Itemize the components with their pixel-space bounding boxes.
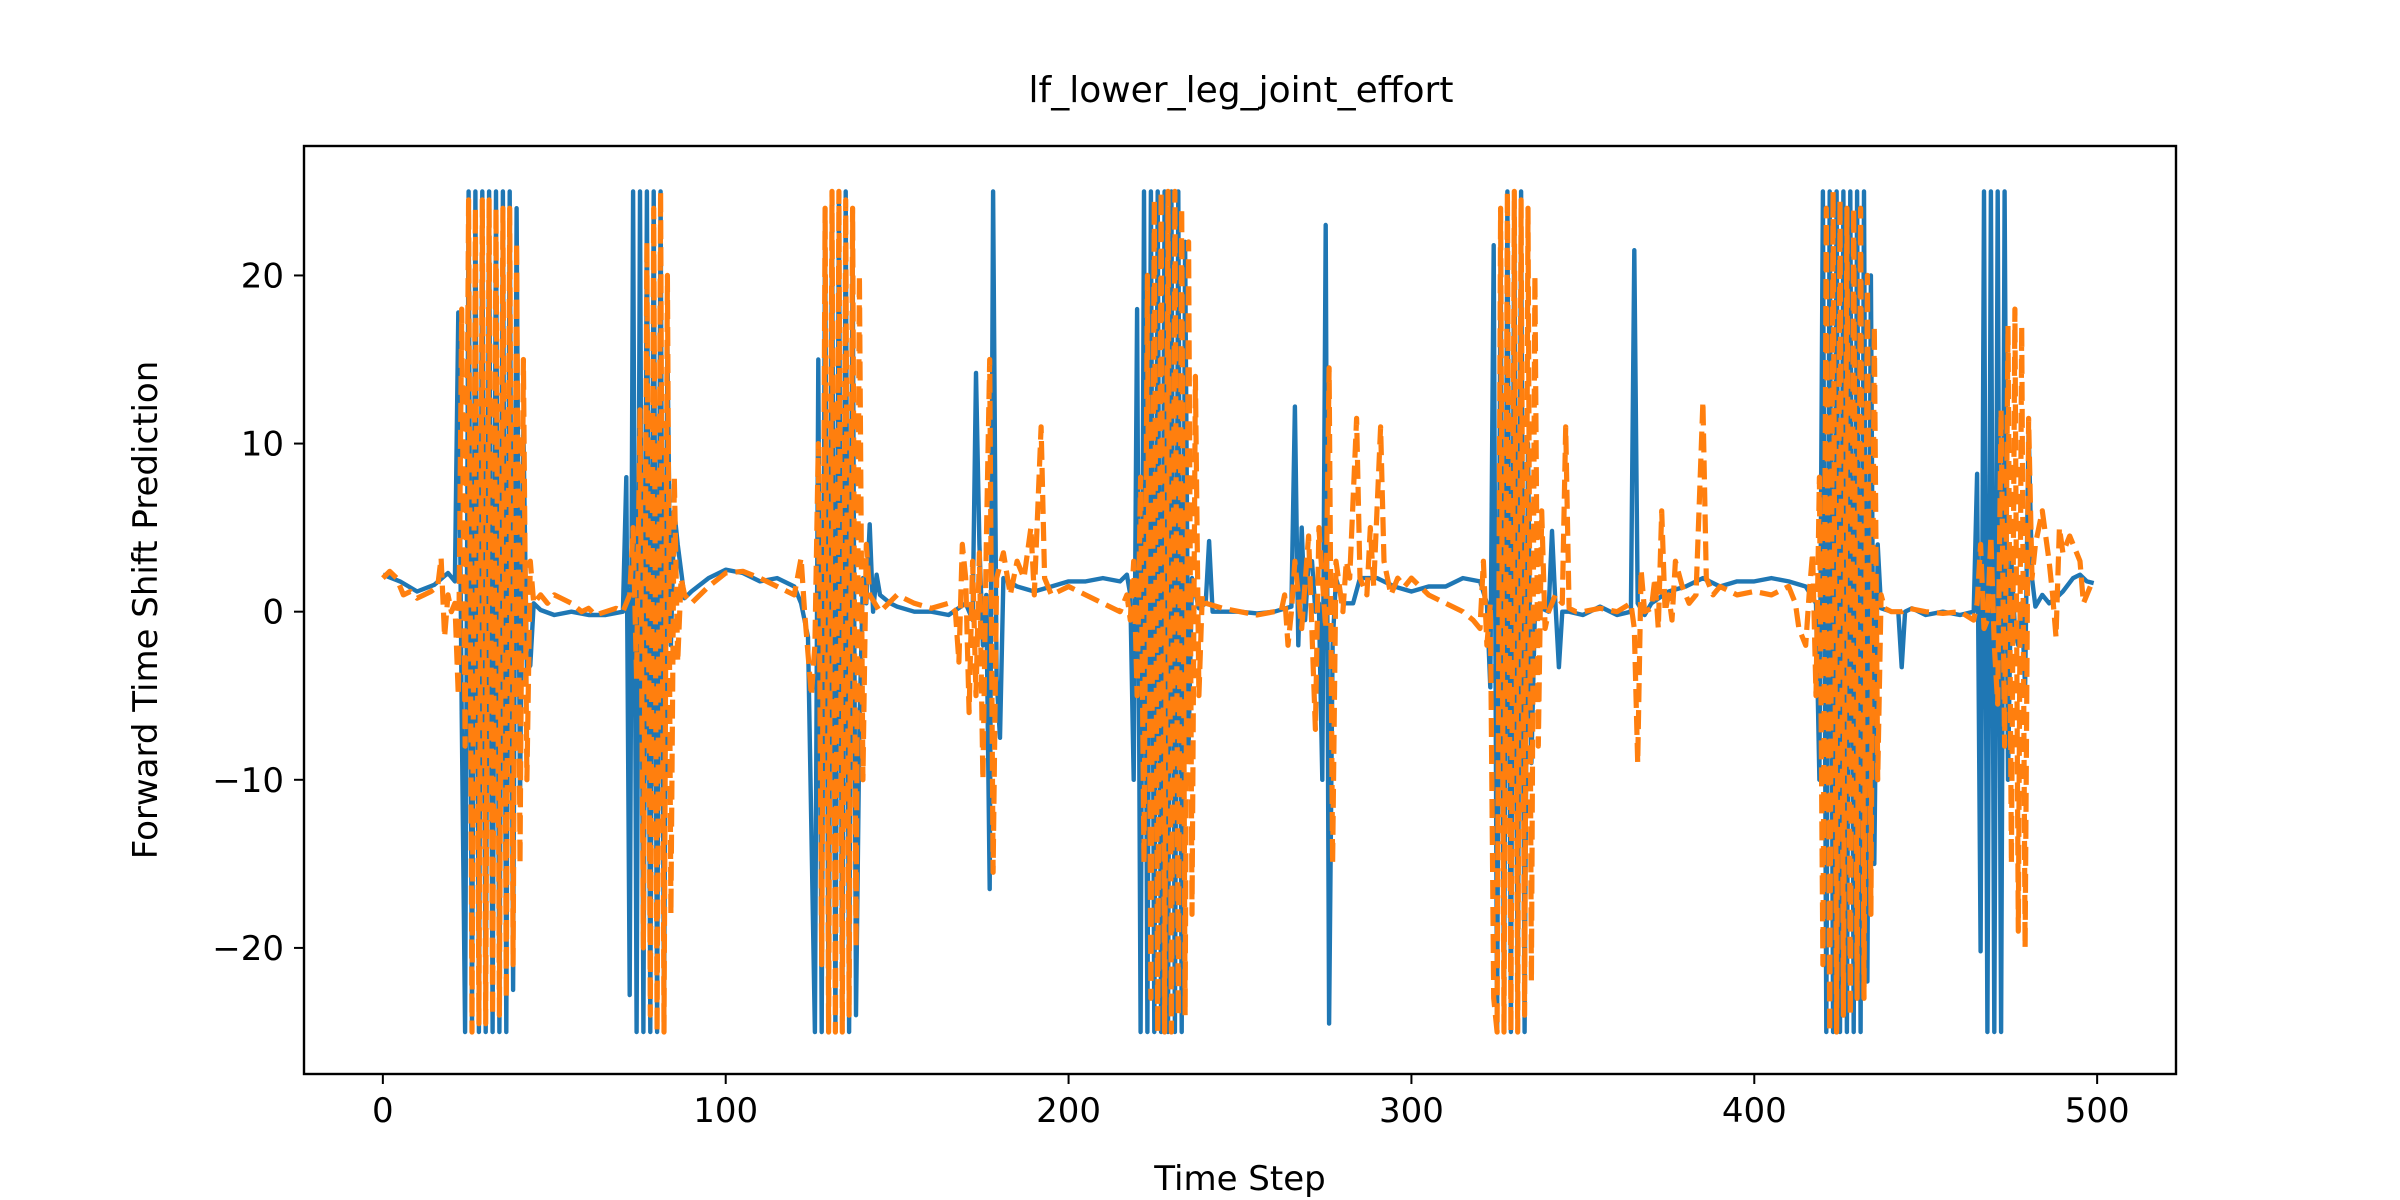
chart-title: lf_lower_leg_joint_effort (1029, 70, 1454, 111)
y-axis: −20 −10 0 10 20 (212, 256, 304, 969)
x-axis: 0 100 200 300 400 500 (372, 1074, 2130, 1131)
x-tick-label: 400 (1722, 1091, 1787, 1131)
y-tick-label: 10 (241, 425, 284, 465)
plot-frame (302, 144, 2178, 1076)
x-axis-label: Time Step (1153, 1159, 1325, 1199)
x-tick-label: 200 (1036, 1091, 1101, 1131)
x-tick-label: 0 (372, 1091, 394, 1131)
series-layer (381, 188, 2095, 1035)
y-tick-label: −10 (212, 761, 284, 801)
x-tick-label: 100 (693, 1091, 758, 1131)
y-tick-label: −20 (212, 929, 284, 969)
y-tick-label: 20 (241, 256, 284, 296)
x-tick-label: 300 (1379, 1091, 1444, 1131)
y-axis-label: Forward Time Shift Prediction (126, 361, 166, 860)
series-line-2 (381, 188, 2093, 1035)
x-tick-label: 500 (2065, 1091, 2130, 1131)
y-tick-label: 0 (262, 593, 284, 633)
